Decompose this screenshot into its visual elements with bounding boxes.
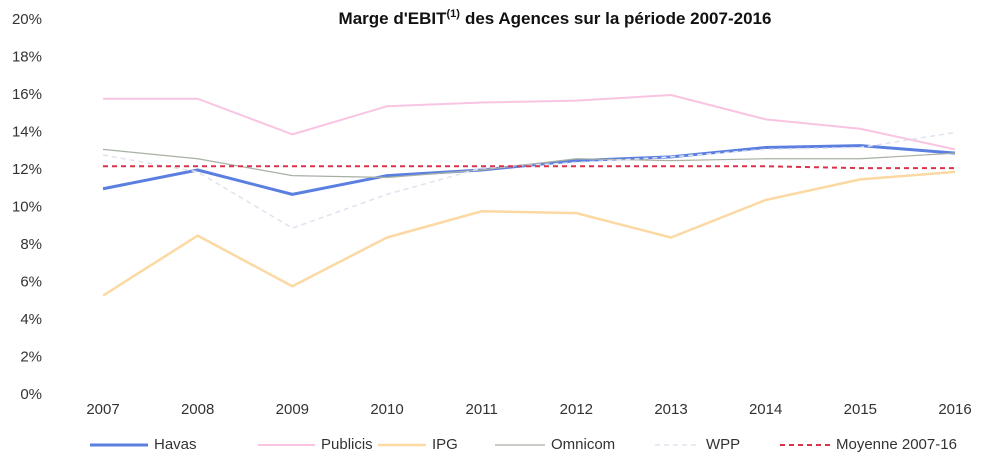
legend-label: Havas — [154, 436, 197, 453]
y-tick-label: 0% — [20, 386, 42, 403]
series-line — [103, 94, 956, 151]
legend-label: IPG — [432, 436, 458, 453]
series-line — [102, 148, 956, 179]
y-tick-label: 6% — [20, 273, 42, 290]
series-line — [102, 170, 956, 297]
x-tick-label: 2014 — [749, 401, 782, 418]
x-tick-label: 2013 — [654, 401, 687, 418]
legend-label: Omnicom — [551, 436, 615, 453]
x-tick-label: 2010 — [370, 401, 403, 418]
legend-label: Moyenne 2007-16 — [836, 436, 957, 453]
x-tick-label: 2007 — [86, 401, 119, 418]
x-tick-label: 2011 — [466, 401, 498, 418]
y-tick-label: 16% — [12, 86, 42, 103]
x-tick-label: 2012 — [560, 401, 593, 418]
y-tick-label: 12% — [12, 161, 42, 178]
x-tick-label: 2009 — [276, 401, 309, 418]
x-tick-label: 2016 — [938, 401, 971, 418]
y-tick-label: 4% — [20, 311, 42, 328]
legend-label: WPP — [706, 436, 740, 453]
x-tick-label: 2008 — [181, 401, 214, 418]
y-tick-label: 2% — [20, 348, 42, 365]
x-tick-label: 2015 — [844, 401, 877, 418]
legend-label: Publicis — [321, 436, 373, 453]
y-tick-label: 14% — [12, 123, 42, 140]
y-tick-label: 8% — [20, 236, 42, 253]
y-tick-label: 18% — [12, 48, 42, 65]
chart-title: Marge d'EBIT(1) des Agences sur la périod… — [339, 8, 772, 29]
y-tick-label: 10% — [12, 198, 42, 215]
series-line — [103, 165, 955, 170]
y-tick-label: 20% — [12, 11, 42, 28]
